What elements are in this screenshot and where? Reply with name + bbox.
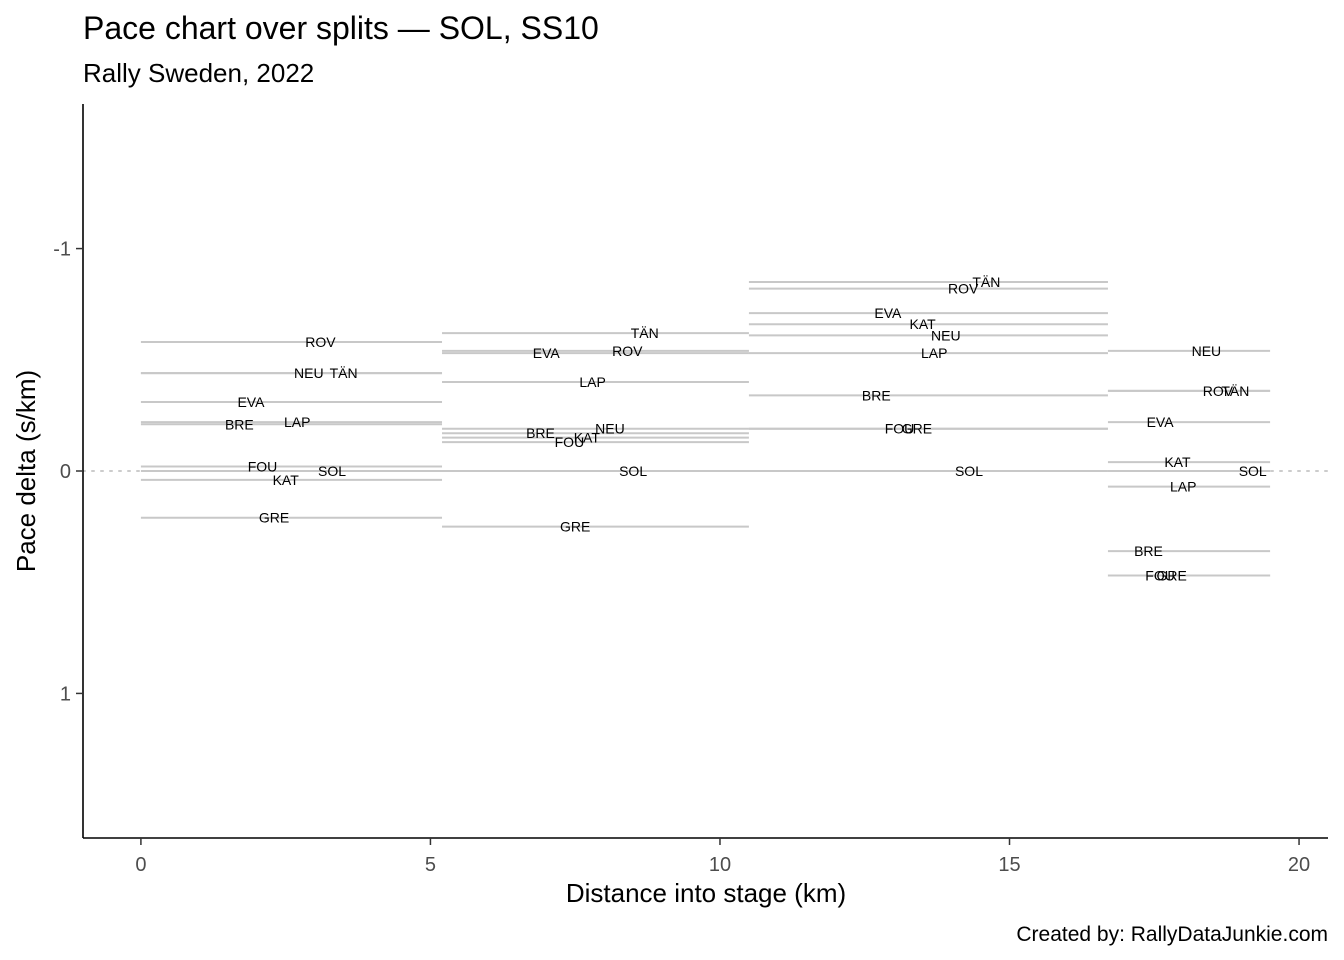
driver-label: KAT (910, 316, 937, 332)
x-tick-label: 15 (998, 854, 1020, 876)
driver-label: TÄN (631, 325, 659, 341)
driver-label: SOL (619, 463, 647, 479)
x-tick-label: 5 (425, 854, 436, 876)
driver-label: TÄN (972, 274, 1000, 290)
driver-label: GRE (902, 421, 932, 437)
chart-subtitle: Rally Sweden, 2022 (83, 58, 314, 88)
driver-label: EVA (1147, 414, 1175, 430)
x-ticks: 0 5 10 15 20 (135, 838, 1310, 876)
driver-label: KAT (273, 472, 300, 488)
chart-caption: Created by: RallyDataJunkie.com (1016, 923, 1328, 946)
driver-label: KAT (1164, 454, 1191, 470)
chart-title: Pace chart over splits — SOL, SS10 (83, 10, 599, 46)
segment-layer (140, 280, 1271, 577)
driver-label: GRE (1156, 568, 1186, 584)
driver-label: ROV (305, 334, 336, 350)
driver-label: SOL (318, 463, 346, 479)
driver-label: FOU (248, 459, 278, 475)
driver-label: ROV (948, 281, 979, 297)
y-axis-title: Pace delta (s/km) (11, 370, 41, 572)
driver-label: EVA (874, 305, 902, 321)
driver-label: NEU (595, 421, 625, 437)
driver-label: SOL (955, 463, 983, 479)
driver-label: GRE (560, 519, 590, 535)
driver-label: FOU (885, 421, 915, 437)
driver-label: ROV (1203, 383, 1234, 399)
driver-label: NEU (931, 327, 961, 343)
driver-label: GRE (259, 510, 289, 526)
driver-label: FOU (555, 434, 585, 450)
driver-label: LAP (284, 414, 310, 430)
driver-label: SOL (1239, 463, 1267, 479)
driver-label: LAP (1170, 479, 1196, 495)
x-tick-label: 20 (1288, 854, 1310, 876)
y-tick-label: 1 (60, 683, 71, 705)
driver-label: LAP (579, 374, 605, 390)
y-ticks: -1 0 1 (53, 239, 83, 705)
driver-label: FOU (1145, 568, 1175, 584)
driver-label: BRE (862, 387, 891, 403)
driver-label: ROV (612, 343, 643, 359)
driver-label: BRE (526, 425, 555, 441)
driver-label: NEU (1192, 343, 1222, 359)
driver-label: TÄN (1221, 383, 1249, 399)
y-tick-label: -1 (53, 239, 71, 261)
driver-label: BRE (1134, 543, 1163, 559)
driver-label: EVA (533, 345, 561, 361)
x-tick-label: 0 (135, 854, 146, 876)
y-tick-label: 0 (60, 461, 71, 483)
driver-label: KAT (574, 430, 601, 446)
x-axis-title: Distance into stage (km) (566, 878, 846, 908)
driver-label: LAP (921, 345, 947, 361)
driver-label: EVA (237, 394, 265, 410)
x-tick-label: 10 (709, 854, 731, 876)
driver-label: TÄN (330, 365, 358, 381)
driver-label: BRE (225, 416, 254, 432)
driver-label: NEU (294, 365, 324, 381)
